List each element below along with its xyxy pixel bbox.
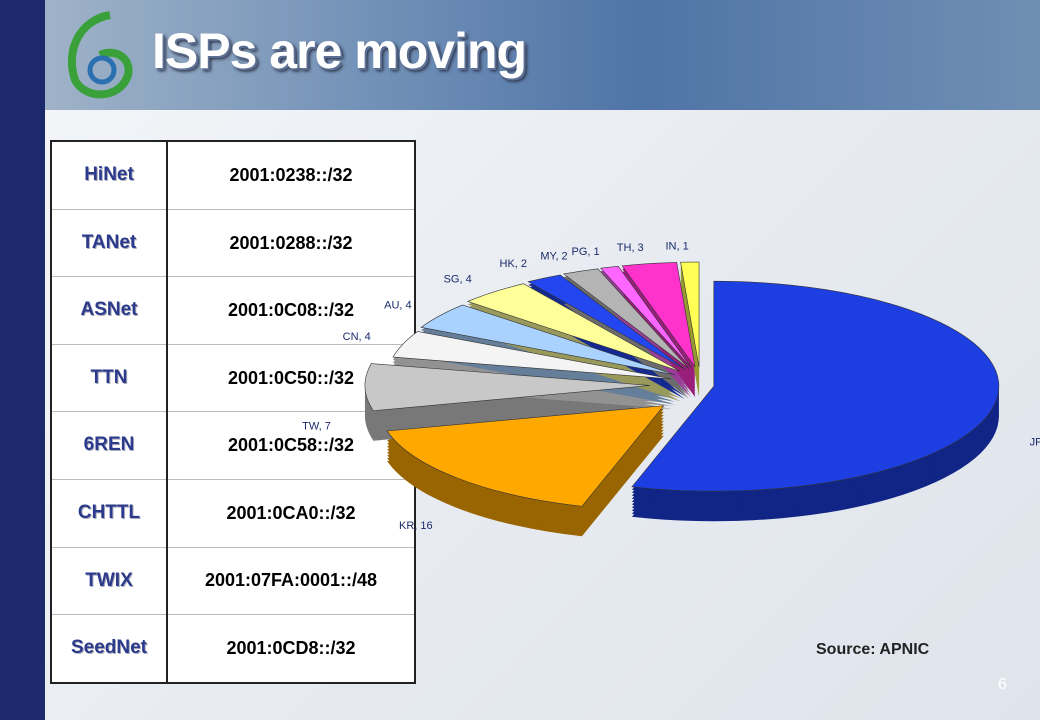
slice-label: KR, 16 (399, 520, 433, 532)
prefix: 2001:0288::/32 (167, 209, 415, 278)
logo (67, 11, 133, 99)
prefix: 2001:07FA:0001::/48 (167, 547, 415, 616)
slice-label: JP, 53 (1030, 436, 1040, 448)
slice-label: HK, 2 (500, 258, 528, 270)
slice-label: AU, 4 (384, 300, 412, 312)
slice (600, 265, 692, 368)
table-row: ASNet 2001:0C08::/32 (51, 276, 415, 345)
isp-name: HiNet (51, 141, 168, 210)
table-row: SeedNet 2001:0CD8::/32 (51, 614, 415, 684)
slice (392, 331, 672, 380)
slice (563, 268, 689, 369)
table-row: CHTTL 2001:0CA0::/32 (51, 479, 415, 548)
slice-label: CN, 4 (343, 331, 371, 343)
page-number: 6 (998, 676, 1007, 693)
slice-label: IN, 1 (665, 240, 688, 252)
side-stripe (0, 0, 45, 720)
isp-name: TTN (51, 344, 168, 413)
isp-name: TWIX (51, 547, 168, 616)
slice (527, 274, 686, 370)
slice (631, 280, 1000, 492)
prefix-table: HiNet 2001:0238::/32 TANet 2001:0288::/32 AS… (50, 140, 416, 684)
table-row: HiNet 2001:0238::/32 (51, 141, 415, 210)
slice-label: TW, 7 (302, 420, 331, 432)
slice (466, 283, 681, 372)
slice (364, 363, 651, 412)
header-band (45, 0, 1040, 110)
slice (621, 262, 696, 368)
isp-name: SeedNet (51, 614, 168, 684)
isp-name: TANet (51, 209, 168, 278)
prefix: 2001:0CA0::/32 (167, 479, 415, 548)
slice (680, 261, 700, 368)
prefix: 2001:0CD8::/32 (167, 614, 415, 684)
source-note: Source: APNIC (816, 641, 930, 658)
slice (420, 304, 676, 376)
slice-label: TH, 3 (617, 242, 644, 254)
slice-label: SG, 4 (444, 273, 472, 285)
prefix: 2001:0C08::/32 (167, 276, 415, 345)
table-row: TTN 2001:0C50::/32 (51, 344, 415, 413)
slice-label: PG, 1 (572, 246, 600, 258)
table-row: TWIX 2001:07FA:0001::/48 (51, 547, 415, 616)
isp-name: ASNet (51, 276, 168, 345)
logo-ring (87, 55, 117, 85)
logo-swirl (67, 11, 133, 99)
prefix: 2001:0238::/32 (167, 141, 415, 210)
table-row: TANet 2001:0288::/32 (51, 209, 415, 278)
slice (386, 405, 665, 507)
slice-label: MY, 2 (540, 251, 567, 263)
isp-name: 6REN (51, 411, 168, 480)
slide-title: ISPs are moving (152, 23, 527, 79)
isp-name: CHTTL (51, 479, 168, 548)
